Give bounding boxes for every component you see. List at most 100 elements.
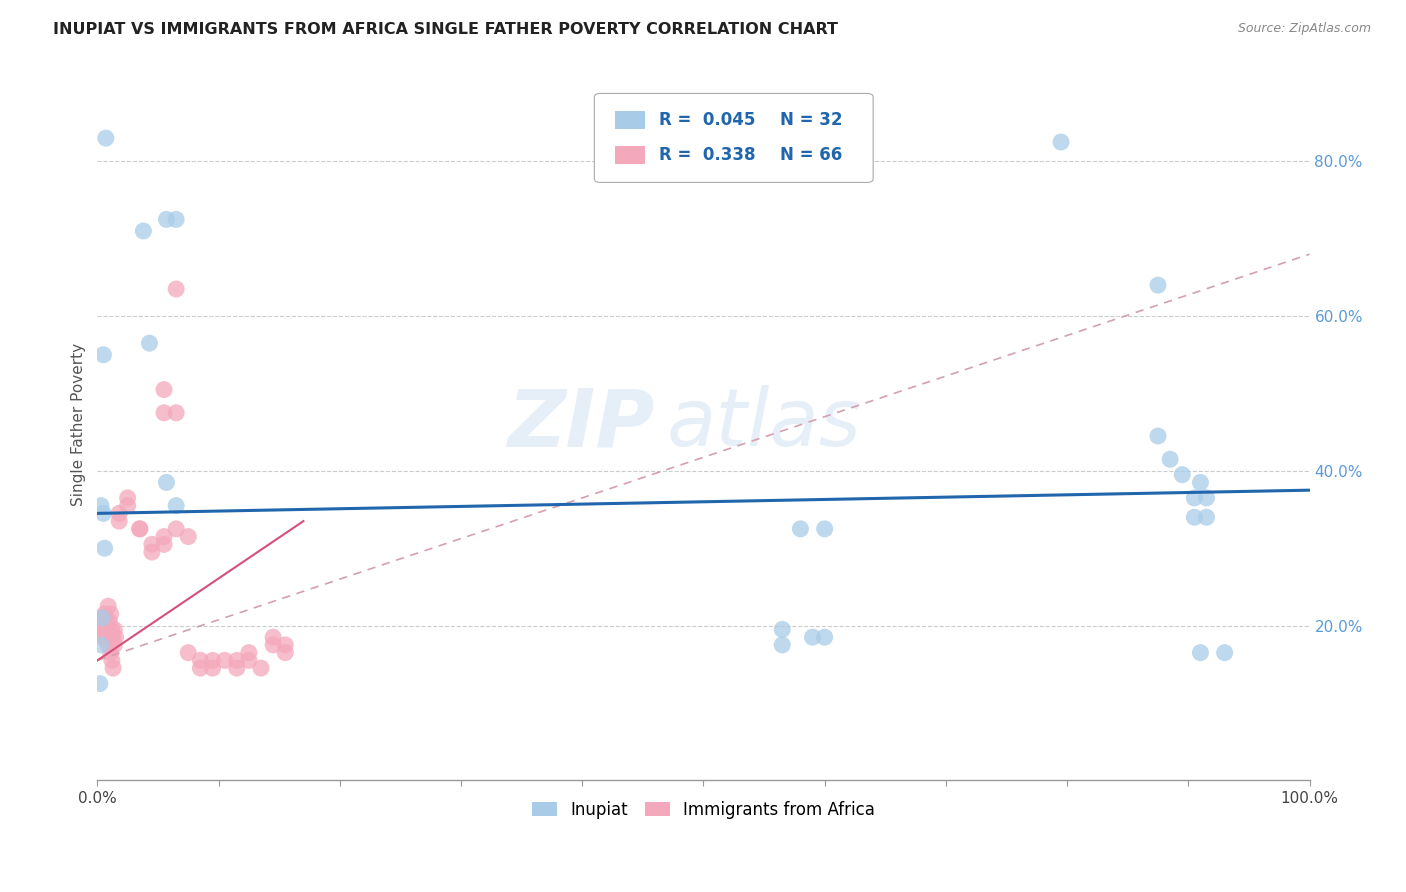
Point	[100, 630, 122, 644]
Point	[101, 661, 124, 675]
Point	[98, 615, 121, 629]
Point	[155, 475, 177, 490]
Point	[97, 599, 120, 614]
Point	[100, 646, 122, 660]
Point	[91, 611, 114, 625]
Point	[108, 507, 131, 521]
Point	[89, 615, 111, 629]
Point	[153, 530, 176, 544]
Point	[128, 522, 150, 536]
Text: atlas: atlas	[666, 385, 862, 464]
Point	[103, 623, 125, 637]
Point	[250, 661, 273, 675]
Point	[1147, 429, 1170, 443]
Point	[93, 507, 115, 521]
Point	[789, 522, 811, 536]
Point	[1182, 510, 1205, 524]
Point	[177, 530, 200, 544]
Legend: Inupiat, Immigrants from Africa: Inupiat, Immigrants from Africa	[526, 794, 882, 825]
Point	[141, 537, 163, 551]
Point	[94, 131, 117, 145]
Point	[165, 406, 187, 420]
Point	[117, 499, 139, 513]
Point	[97, 638, 120, 652]
Point	[814, 630, 837, 644]
Text: R =  0.045: R = 0.045	[658, 111, 755, 128]
Point	[93, 541, 115, 556]
Point	[190, 653, 212, 667]
Point	[165, 212, 187, 227]
Point	[128, 522, 150, 536]
Point	[1182, 491, 1205, 505]
Point	[100, 607, 122, 621]
Point	[91, 623, 114, 637]
Y-axis label: Single Father Poverty: Single Father Poverty	[72, 343, 86, 506]
Point	[201, 661, 224, 675]
Point	[225, 653, 247, 667]
Point	[93, 611, 115, 625]
Point	[814, 522, 837, 536]
Point	[138, 336, 160, 351]
Point	[93, 615, 115, 629]
Point	[1189, 646, 1212, 660]
Point	[89, 623, 111, 637]
Point	[96, 623, 118, 637]
Point	[153, 537, 176, 551]
Point	[93, 348, 115, 362]
Point	[101, 653, 124, 667]
Point	[94, 615, 117, 629]
Point	[1195, 491, 1218, 505]
Point	[770, 623, 793, 637]
Point	[1189, 475, 1212, 490]
Point	[262, 638, 284, 652]
Point	[108, 514, 131, 528]
Point	[97, 623, 120, 637]
FancyBboxPatch shape	[614, 146, 645, 164]
Text: Source: ZipAtlas.com: Source: ZipAtlas.com	[1237, 22, 1371, 36]
Point	[1171, 467, 1194, 482]
Point	[91, 615, 114, 629]
Text: N = 66: N = 66	[780, 146, 842, 164]
Point	[153, 406, 176, 420]
Point	[1213, 646, 1236, 660]
Text: N = 32: N = 32	[780, 111, 842, 128]
Point	[93, 623, 115, 637]
Point	[87, 615, 110, 629]
Point	[89, 676, 111, 690]
Point	[93, 607, 115, 621]
Point	[225, 661, 247, 675]
Text: ZIP: ZIP	[508, 385, 655, 464]
Point	[91, 611, 114, 625]
Point	[103, 638, 125, 652]
Point	[90, 615, 112, 629]
Point	[94, 630, 117, 644]
Point	[1195, 510, 1218, 524]
Point	[132, 224, 155, 238]
Point	[93, 615, 115, 629]
Point	[262, 630, 284, 644]
Point	[238, 646, 260, 660]
Point	[214, 653, 236, 667]
Point	[104, 630, 127, 644]
Point	[90, 623, 112, 637]
Point	[165, 499, 187, 513]
Point	[177, 646, 200, 660]
Text: INUPIAT VS IMMIGRANTS FROM AFRICA SINGLE FATHER POVERTY CORRELATION CHART: INUPIAT VS IMMIGRANTS FROM AFRICA SINGLE…	[53, 22, 838, 37]
Text: R =  0.338: R = 0.338	[658, 146, 755, 164]
Point	[1147, 278, 1170, 293]
Point	[141, 545, 163, 559]
Point	[101, 623, 124, 637]
Point	[274, 646, 297, 660]
Point	[770, 638, 793, 652]
Point	[98, 630, 121, 644]
Point	[190, 661, 212, 675]
Point	[274, 638, 297, 652]
Point	[1050, 135, 1073, 149]
Point	[238, 653, 260, 667]
Point	[165, 522, 187, 536]
FancyBboxPatch shape	[595, 94, 873, 182]
Point	[91, 630, 114, 644]
Point	[1159, 452, 1181, 467]
Point	[93, 623, 115, 637]
Point	[90, 638, 112, 652]
